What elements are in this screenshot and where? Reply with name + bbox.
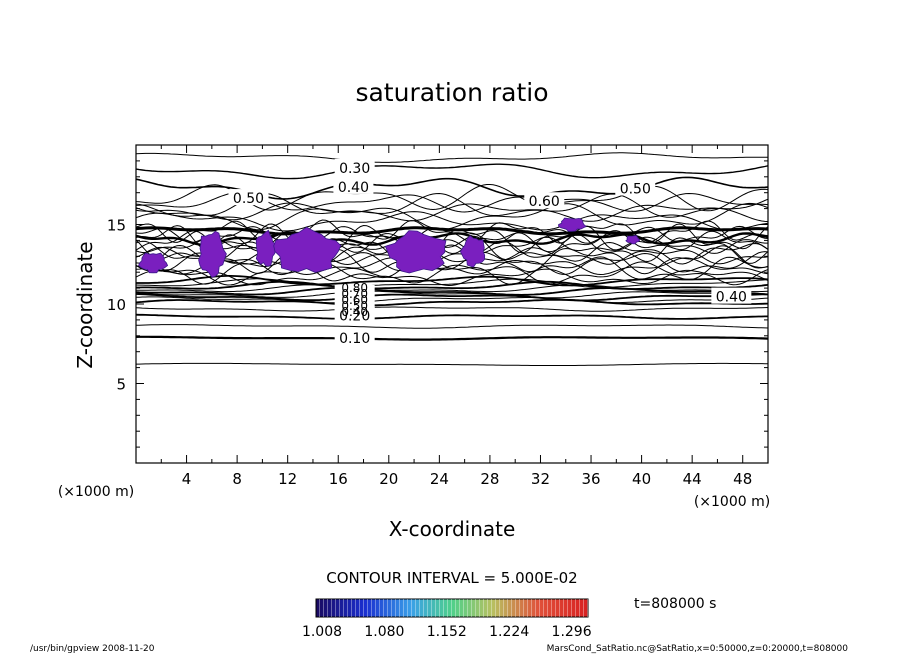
contour-label: 0.50 bbox=[620, 182, 651, 198]
supersaturated-region bbox=[625, 235, 641, 245]
z-unit-label: (×1000 m) bbox=[58, 484, 134, 500]
contour-label-bg bbox=[228, 189, 269, 206]
contour-label-bg bbox=[334, 328, 375, 345]
contour-line bbox=[136, 280, 768, 290]
colorbar-tick-label: 1.080 bbox=[364, 624, 404, 640]
y-axis-label: Z-coordinate bbox=[73, 241, 97, 368]
footer-right: MarsCond_SatRatio.nc@SatRatio,x=0:50000,… bbox=[547, 644, 849, 654]
supersaturated-region bbox=[558, 217, 587, 232]
footer-left: /usr/bin/gpview 2008-11-20 bbox=[30, 644, 155, 654]
colorbar-tick-label: 1.152 bbox=[427, 624, 467, 640]
colorbar-tick-label: 1.008 bbox=[302, 624, 342, 640]
x-axis-label: X-coordinate bbox=[389, 517, 516, 541]
supersaturation-fill-regions bbox=[138, 217, 641, 278]
x-tick-label: 32 bbox=[531, 470, 550, 488]
colorbar-tick-labels: 1.008 1.080 1.152 1.224 1.296 bbox=[302, 624, 592, 640]
contour-line bbox=[136, 275, 768, 287]
x-tick-label: 8 bbox=[232, 470, 242, 488]
contour-label-cluster: 0.50 bbox=[341, 299, 368, 313]
x-tick-label: 16 bbox=[329, 470, 348, 488]
contour-line bbox=[136, 234, 768, 264]
y-axis: 5 10 15 bbox=[107, 160, 768, 448]
y-tick-label: 15 bbox=[107, 217, 126, 235]
contour-labels: 0.300.400.50 0.600.500.400.200.100.800.70… bbox=[228, 158, 752, 347]
y-tick-label: 10 bbox=[107, 296, 126, 314]
contour-line bbox=[136, 231, 768, 247]
supersaturated-region bbox=[384, 230, 447, 274]
contour-line bbox=[136, 211, 768, 232]
contour-lines bbox=[136, 152, 768, 366]
supersaturated-region bbox=[138, 252, 169, 274]
contour-label: 0.40 bbox=[338, 180, 369, 196]
contour-line bbox=[136, 313, 768, 320]
contour-label-cluster: 0.40 bbox=[341, 305, 368, 319]
contour-label-bg bbox=[524, 192, 565, 209]
contour-line bbox=[136, 257, 768, 276]
x-axis: 4 8 12 16 20 24 28 32 36 40 44 48 bbox=[160, 145, 752, 488]
x-tick-label: 40 bbox=[632, 470, 651, 488]
x-tick-label: 36 bbox=[581, 470, 600, 488]
x-tick-label: 24 bbox=[430, 470, 449, 488]
contour-label-bg bbox=[711, 287, 752, 304]
contour-line bbox=[136, 293, 768, 302]
contour-label-bg bbox=[615, 179, 656, 196]
contour-line bbox=[136, 230, 768, 255]
contour-label: 0.20 bbox=[339, 309, 370, 325]
x-tick-label: 44 bbox=[683, 470, 702, 488]
contour-line bbox=[136, 296, 768, 304]
x-tick-label: 12 bbox=[278, 470, 297, 488]
contour-line bbox=[136, 163, 768, 180]
contour-interval-text: CONTOUR INTERVAL = 5.000E-02 bbox=[326, 569, 577, 587]
contour-label: 0.10 bbox=[339, 331, 370, 347]
chart-title: saturation ratio bbox=[355, 78, 548, 107]
contour-line bbox=[136, 287, 768, 296]
contour-label-bg bbox=[333, 177, 374, 194]
contour-label: 0.50 bbox=[233, 191, 264, 207]
contour-line bbox=[136, 202, 768, 223]
colorbar-tick-label: 1.296 bbox=[552, 624, 592, 640]
contour-label-cluster: 0.60 bbox=[341, 293, 368, 307]
contour-line bbox=[136, 152, 768, 163]
contour-label: 0.60 bbox=[529, 194, 560, 210]
colorbar bbox=[315, 598, 589, 618]
supersaturated-region bbox=[459, 235, 486, 268]
x-tick-label: 28 bbox=[480, 470, 499, 488]
contour-line bbox=[136, 335, 768, 341]
contour-label-bg bbox=[334, 306, 375, 323]
x-unit-label: (×1000 m) bbox=[694, 494, 770, 510]
contour-label-cluster-bg bbox=[334, 284, 375, 311]
contour-line bbox=[136, 244, 768, 275]
x-tick-label: 4 bbox=[182, 470, 192, 488]
contour-line bbox=[136, 290, 768, 299]
contour-label-cluster: 0.70 bbox=[341, 287, 368, 301]
contour-line bbox=[136, 324, 768, 329]
supersaturated-region bbox=[255, 229, 277, 267]
supersaturated-region bbox=[198, 230, 227, 278]
y-tick-label: 5 bbox=[116, 376, 126, 394]
contour-line bbox=[136, 261, 768, 286]
contour-line bbox=[136, 251, 768, 276]
contour-line bbox=[136, 223, 768, 254]
x-tick-label: 48 bbox=[733, 470, 752, 488]
contour-label: 0.30 bbox=[339, 161, 370, 177]
contour-line bbox=[136, 362, 768, 366]
contour-line bbox=[136, 306, 768, 312]
contour-label-bg bbox=[334, 158, 375, 175]
contour-line bbox=[136, 298, 768, 307]
time-label: t=808000 s bbox=[634, 596, 716, 612]
contour-label: 0.40 bbox=[716, 290, 747, 306]
contour-line bbox=[136, 284, 768, 293]
contour-line bbox=[136, 278, 768, 288]
contour-line bbox=[136, 226, 768, 236]
contour-label-cluster: 0.80 bbox=[341, 281, 368, 295]
x-tick-label: 20 bbox=[379, 470, 398, 488]
supersaturated-region bbox=[273, 226, 342, 273]
contour-line bbox=[136, 202, 768, 231]
colorbar-tick-label: 1.224 bbox=[489, 624, 529, 640]
